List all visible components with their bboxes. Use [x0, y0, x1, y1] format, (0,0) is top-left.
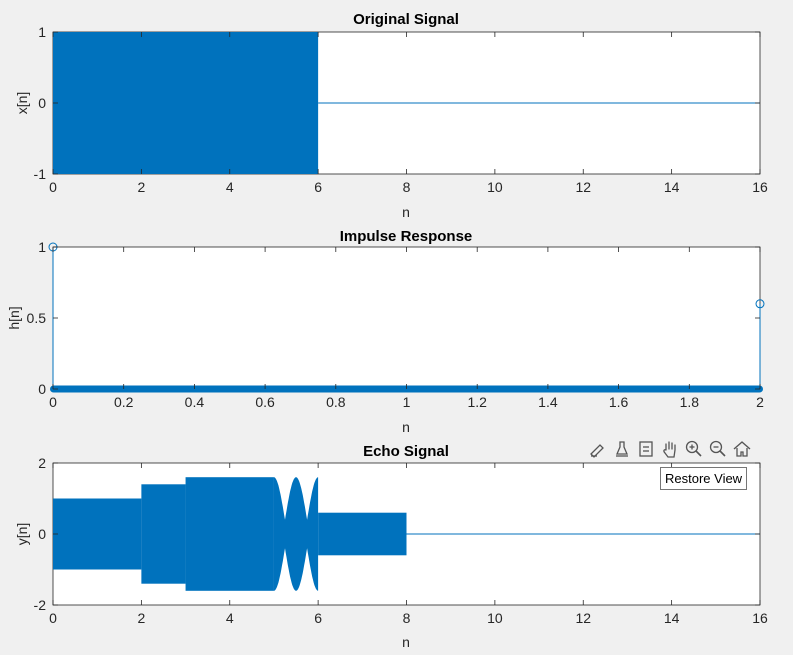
y-tick-label: 1 — [38, 24, 46, 40]
x-tick-label: 0 — [49, 610, 57, 626]
x-tick-label: 14 — [664, 179, 680, 195]
signal-segment — [318, 512, 407, 556]
x-axis-label: n — [402, 204, 410, 220]
x-tick-label: 2 — [756, 394, 764, 410]
chart-title: Impulse Response — [340, 228, 473, 245]
home-restore-icon[interactable] — [731, 438, 753, 460]
signal-segment — [185, 477, 274, 591]
stem-marker — [755, 299, 765, 309]
axes-impulse-response[interactable]: Impulse Response 0 0.2 0.4 0.6 0.8 1 1.2 1.4 1.6… — [6, 228, 765, 435]
data-tips-icon[interactable] — [611, 438, 633, 460]
x-tick-label: 1.4 — [538, 394, 558, 410]
legend-icon[interactable] — [635, 438, 657, 460]
x-tick-label: 6 — [314, 179, 322, 195]
x-tick-label: 6 — [314, 610, 322, 626]
x-tick-label: 2 — [137, 179, 145, 195]
signal-segment — [53, 498, 142, 570]
x-tick-label: 4 — [226, 179, 234, 195]
series-marks — [53, 477, 760, 591]
tick-labels: 0 0.2 0.4 0.6 0.8 1 1.2 1.4 1.6 1.8 2 0 0.5 1 — [27, 239, 765, 410]
x-tick-label: 16 — [752, 179, 768, 195]
y-tick-label: 0.5 — [27, 310, 47, 326]
y-tick-label: 0 — [38, 381, 46, 397]
x-tick-label: 1.2 — [467, 394, 487, 410]
tick-labels: 0 2 4 6 8 10 12 14 16-101 — [34, 24, 768, 195]
x-tick-label: 1.8 — [680, 394, 700, 410]
y-axis-label: x[n] — [14, 92, 30, 115]
y-tick-label: -2 — [34, 597, 47, 613]
y-tick-label: 0 — [38, 95, 46, 111]
x-tick-label: 0.8 — [326, 394, 346, 410]
x-tick-label: 8 — [403, 179, 411, 195]
x-tick-label: 0 — [49, 179, 57, 195]
signal-oscillation — [53, 32, 319, 174]
plot-area — [52, 246, 761, 390]
y-tick-label: 1 — [38, 239, 46, 255]
x-tick-label: 10 — [487, 179, 503, 195]
x-tick-label: 16 — [752, 610, 768, 626]
x-tick-label: 12 — [575, 179, 591, 195]
y-axis-label: h[n] — [6, 306, 22, 329]
chart-title: Original Signal — [353, 11, 459, 28]
zoom-in-icon[interactable] — [683, 438, 705, 460]
brush-icon[interactable] — [587, 438, 609, 460]
x-tick-label: 0.4 — [185, 394, 205, 410]
restore-view-tooltip: Restore View — [660, 467, 748, 490]
pan-hand-icon[interactable] — [659, 438, 681, 460]
zoom-out-icon[interactable] — [707, 438, 729, 460]
x-tick-label: 1.6 — [609, 394, 629, 410]
y-axis-label: y[n] — [14, 523, 30, 546]
x-tick-label: 0.6 — [255, 394, 275, 410]
y-tick-label: 2 — [38, 455, 46, 471]
x-tick-label: 4 — [226, 610, 234, 626]
x-tick-label: 0.2 — [114, 394, 134, 410]
axes-original-signal[interactable]: Original Signal 0 2 4 6 8 10 12 14 16-101 n x[n] — [14, 11, 768, 220]
x-tick-label: 2 — [137, 610, 145, 626]
axes-echo-signal[interactable]: Echo Signal 0 2 4 6 8 10 12 14 16-202 n y[n] — [14, 443, 768, 650]
x-tick-label: 1 — [403, 394, 411, 410]
x-tick-label: 10 — [487, 610, 503, 626]
chart-title: Echo Signal — [363, 443, 449, 460]
y-tick-label: -1 — [34, 166, 47, 182]
x-tick-label: 0 — [49, 394, 57, 410]
y-tick-label: 0 — [38, 526, 46, 542]
x-tick-label: 12 — [575, 610, 591, 626]
x-axis-label: n — [402, 419, 410, 435]
series-marks — [53, 32, 760, 174]
signal-segment — [141, 484, 186, 584]
tick-labels: 0 2 4 6 8 10 12 14 16-202 — [34, 455, 768, 626]
x-tick-label: 14 — [664, 610, 680, 626]
x-axis-label: n — [402, 634, 410, 650]
x-tick-label: 8 — [403, 610, 411, 626]
signal-beat-region — [273, 477, 319, 591]
axes-toolbar — [587, 437, 753, 461]
